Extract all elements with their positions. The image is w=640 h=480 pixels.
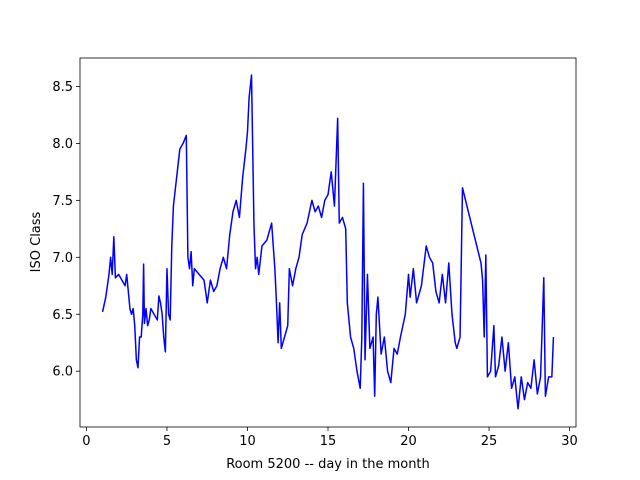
y-tick-label: 8.5 <box>52 80 73 95</box>
x-tick-label: 15 <box>320 434 337 449</box>
x-axis-label: Room 5200 -- day in the month <box>226 457 430 472</box>
y-tick-label: 7.0 <box>52 251 73 266</box>
x-tick-label: 10 <box>239 434 256 449</box>
y-tick-label: 7.5 <box>52 194 73 209</box>
x-tick-label: 20 <box>400 434 417 449</box>
plot-frame <box>79 57 577 428</box>
y-tick-label: 8.0 <box>52 137 73 152</box>
x-tick-label: 5 <box>163 434 171 449</box>
y-tick-label: 6.0 <box>52 365 73 380</box>
y-axis-label: ISO Class <box>29 211 44 272</box>
data-line <box>101 74 555 410</box>
x-tick-label: 30 <box>561 434 578 449</box>
y-tick-label: 6.5 <box>52 308 73 323</box>
x-tick-label: 25 <box>481 434 498 449</box>
x-tick-label: 0 <box>82 434 90 449</box>
